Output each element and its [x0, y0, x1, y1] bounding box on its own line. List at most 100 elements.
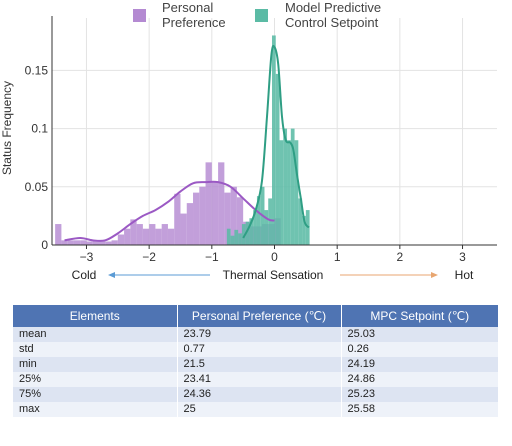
mpc-setpoint-bar	[230, 235, 235, 245]
mpc-value: 0.26	[341, 342, 498, 357]
mpc-setpoint-bar	[256, 196, 261, 245]
mpc-value: 24.19	[341, 357, 498, 372]
mpc-value: 25.23	[341, 387, 498, 402]
mpc-setpoint-bar	[249, 218, 254, 245]
legend-label-mpc-line2: Control Setpoint	[285, 15, 379, 30]
personal-preference-bar	[124, 228, 131, 245]
legend-label-personal-line1: Personal	[162, 0, 213, 15]
personal-preference-bar	[161, 224, 168, 245]
x-tick-label: 3	[459, 250, 466, 264]
header-mpc-setpoint: MPC Setpoint (℃)	[341, 305, 498, 327]
row-label: max	[13, 402, 178, 417]
mpc-setpoint-bar	[238, 233, 242, 245]
personal-preference-bar	[186, 203, 194, 245]
kde-curves	[64, 44, 310, 242]
personal-preference-bar	[142, 228, 150, 245]
y-tick-label: 0	[41, 238, 48, 252]
personal-preference-bar	[149, 224, 156, 245]
table-row: mean 23.79 25.03	[13, 327, 498, 342]
personal-preference-bar	[80, 240, 87, 245]
histogram-bars	[55, 35, 310, 245]
x-tick-label: −2	[142, 250, 156, 264]
table-row: std 0.77 0.26	[13, 342, 498, 357]
personal-preference-kde	[64, 180, 275, 242]
header-elements: Elements	[13, 305, 178, 327]
personal-preference-bar	[92, 241, 100, 245]
personal-preference-bar	[61, 240, 68, 245]
header-personal-preference: Personal Preference (℃)	[177, 305, 342, 327]
x-tick-label: −3	[80, 250, 94, 264]
mpc-setpoint-bar	[264, 210, 269, 245]
row-label: 25%	[13, 372, 178, 387]
mpc-value: 25.58	[341, 402, 498, 417]
personal-value: 25	[177, 402, 342, 417]
y-tick-label: 0.1	[31, 122, 48, 136]
hot-direction-arrow	[340, 272, 438, 278]
mpc-setpoint-bar	[275, 73, 280, 245]
personal-preference-bar	[86, 241, 93, 245]
personal-value: 21.5	[177, 357, 342, 372]
stats-table: Elements Personal Preference (℃) MPC Set…	[13, 305, 498, 417]
row-label: mean	[13, 327, 178, 342]
personal-preference-bar	[73, 240, 81, 245]
personal-preference-bar	[236, 197, 244, 245]
personal-value: 24.36	[177, 387, 342, 402]
personal-preference-bar	[205, 162, 212, 245]
personal-preference-bar	[230, 186, 237, 245]
personal-preference-bar	[193, 192, 200, 245]
mpc-setpoint-bar	[241, 224, 246, 245]
table-row: 25% 23.41 24.86	[13, 372, 498, 387]
x-tick-label: −1	[205, 250, 219, 264]
legend-swatch-mpc	[255, 9, 268, 22]
legend-label-mpc-line1: Model Predictive	[285, 0, 381, 15]
mpc-setpoint-bar	[279, 140, 284, 245]
mpc-setpoint-bar	[268, 198, 272, 245]
mpc-setpoint-bar	[302, 215, 306, 245]
y-tick-label: 0.05	[25, 180, 49, 194]
personal-preference-bar	[55, 224, 62, 245]
personal-preference-bar	[218, 162, 225, 245]
x-tick-label: 1	[334, 250, 341, 264]
y-tick-label: 0.15	[25, 63, 49, 77]
personal-preference-bar	[111, 240, 118, 245]
mpc-setpoint-bar	[226, 228, 231, 245]
personal-preference-bar	[211, 182, 219, 245]
personal-preference-bar	[155, 228, 162, 245]
row-label: std	[13, 342, 178, 357]
mpc-value: 25.03	[341, 327, 498, 342]
personal-preference-bar	[117, 234, 125, 245]
legend[interactable]: Personal Preference Model Predictive Con…	[133, 0, 381, 30]
personal-preference-bar	[99, 240, 106, 245]
row-label: 75%	[13, 387, 178, 402]
x-axis-cold-label: Cold	[72, 268, 97, 282]
mpc-setpoint-bar	[245, 221, 250, 245]
mpc-setpoint-bar	[234, 229, 239, 245]
personal-preference-bar	[224, 192, 231, 245]
row-label: min	[13, 357, 178, 372]
table-row: 75% 24.36 25.23	[13, 387, 498, 402]
cold-direction-arrow	[108, 272, 210, 278]
personal-preference-bar	[136, 224, 143, 245]
mpc-setpoint-kde	[242, 44, 310, 239]
personal-preference-bar	[130, 219, 137, 245]
x-axis-title: Thermal Sensation	[223, 268, 324, 282]
personal-preference-bar	[199, 186, 206, 245]
x-axis-hot-label: Hot	[455, 268, 474, 282]
axes: −3 −2 −1 0 1 2 3 0 0.05 0.1 0.15	[25, 16, 497, 264]
personal-preference-bar	[67, 240, 74, 245]
table-header-row: Elements Personal Preference (℃) MPC Set…	[13, 305, 498, 327]
x-tick-label: 2	[397, 250, 404, 264]
mpc-setpoint-bar	[294, 140, 299, 245]
mpc-value: 24.86	[341, 372, 498, 387]
personal-preference-bar	[174, 193, 181, 245]
mpc-setpoint-bar	[298, 198, 303, 245]
mpc-setpoint-bar	[290, 128, 295, 245]
personal-preference-bar	[180, 213, 187, 245]
x-tick-label: 0	[271, 250, 278, 264]
chart: −3 −2 −1 0 1 2 3 0 0.05 0.1 0.15 Personal Preferen…	[0, 0, 497, 282]
table-row: min 21.5 24.19	[13, 357, 498, 372]
personal-preference-bar	[105, 241, 112, 245]
legend-label-personal-line2: Preference	[162, 15, 226, 30]
personal-preference-bar	[167, 228, 175, 245]
table-row: max 25 25.58	[13, 402, 498, 417]
